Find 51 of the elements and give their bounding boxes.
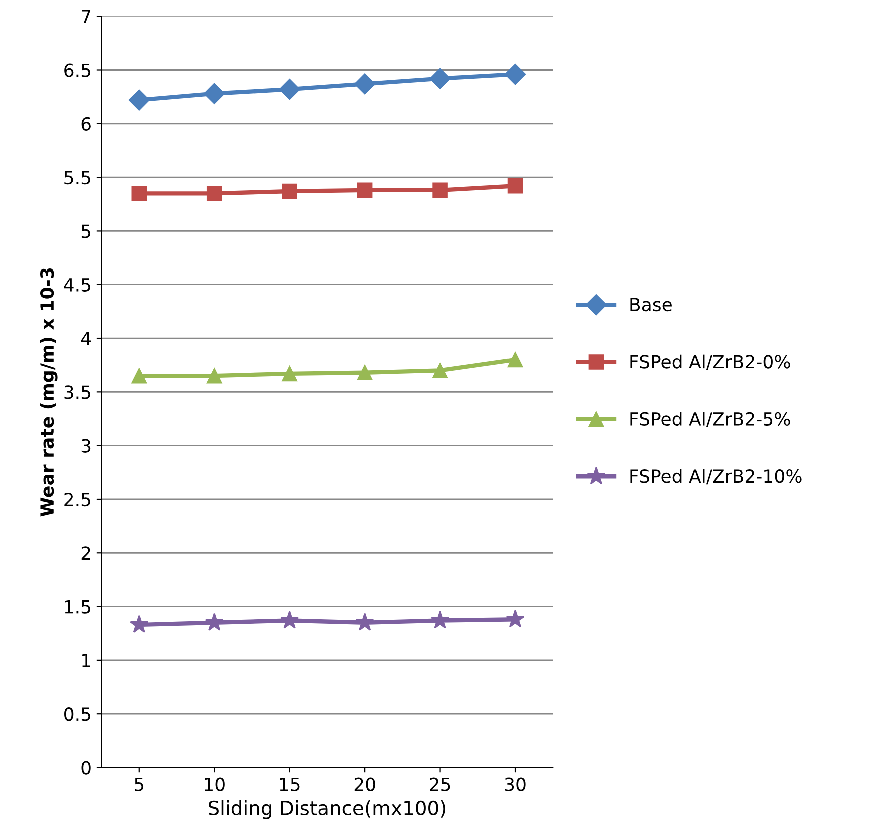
point <box>354 74 376 95</box>
point <box>357 182 373 198</box>
x-tick-label: 30 <box>505 778 526 792</box>
x-tick-label: 25 <box>430 778 450 792</box>
point <box>205 613 224 631</box>
legend-label: Base <box>630 298 672 312</box>
legend-label: FSPed Al/ZrB2-10% <box>630 469 802 485</box>
point <box>206 186 222 202</box>
point <box>280 611 300 629</box>
point <box>431 611 450 629</box>
point <box>282 184 298 200</box>
y-tick-label: 4 <box>81 332 92 346</box>
y-tick-label: 7 <box>82 10 91 24</box>
y-tick-label: 0.5 <box>64 708 90 722</box>
y-tick-label: 1.5 <box>65 600 90 614</box>
y-tick-label: 3 <box>82 439 91 453</box>
point <box>132 368 148 384</box>
point <box>508 178 524 194</box>
point <box>506 610 525 628</box>
x-tick-label: 5 <box>135 778 144 792</box>
y-tick-label: 5.5 <box>64 171 90 185</box>
point <box>357 365 373 380</box>
point <box>504 64 526 86</box>
y-tick-label: 6 <box>82 117 91 132</box>
point <box>282 366 298 382</box>
point <box>508 352 524 368</box>
point <box>432 182 448 198</box>
point <box>128 90 150 111</box>
legend-label: FSPed Al/ZrB2-5% <box>630 412 790 428</box>
y-tick-label: 5 <box>82 224 90 238</box>
point <box>430 68 451 90</box>
point <box>130 615 149 634</box>
y-axis-title: Wear rate (mg/m) x 10-3 <box>40 268 58 517</box>
point <box>432 363 448 378</box>
point <box>204 83 226 104</box>
y-tick-label: 4.5 <box>64 278 90 292</box>
point <box>132 186 148 202</box>
x-axis-title: Sliding Distance(mx100) <box>208 800 446 820</box>
y-tick-label: 1 <box>82 654 90 668</box>
legend-label: FSPed Al/ZrB2-0% <box>630 354 790 370</box>
point <box>356 613 374 631</box>
x-tick-label: 20 <box>354 778 376 792</box>
y-tick-label: 2.5 <box>64 492 90 507</box>
y-tick-label: 6.5 <box>64 64 90 78</box>
x-tick-label: 10 <box>205 778 225 792</box>
point <box>279 79 300 100</box>
y-tick-label: 3.5 <box>64 386 90 400</box>
point <box>206 368 222 384</box>
x-tick-label: 15 <box>280 778 300 792</box>
y-tick-label: 0 <box>82 761 91 775</box>
y-tick-label: 2 <box>82 546 90 560</box>
